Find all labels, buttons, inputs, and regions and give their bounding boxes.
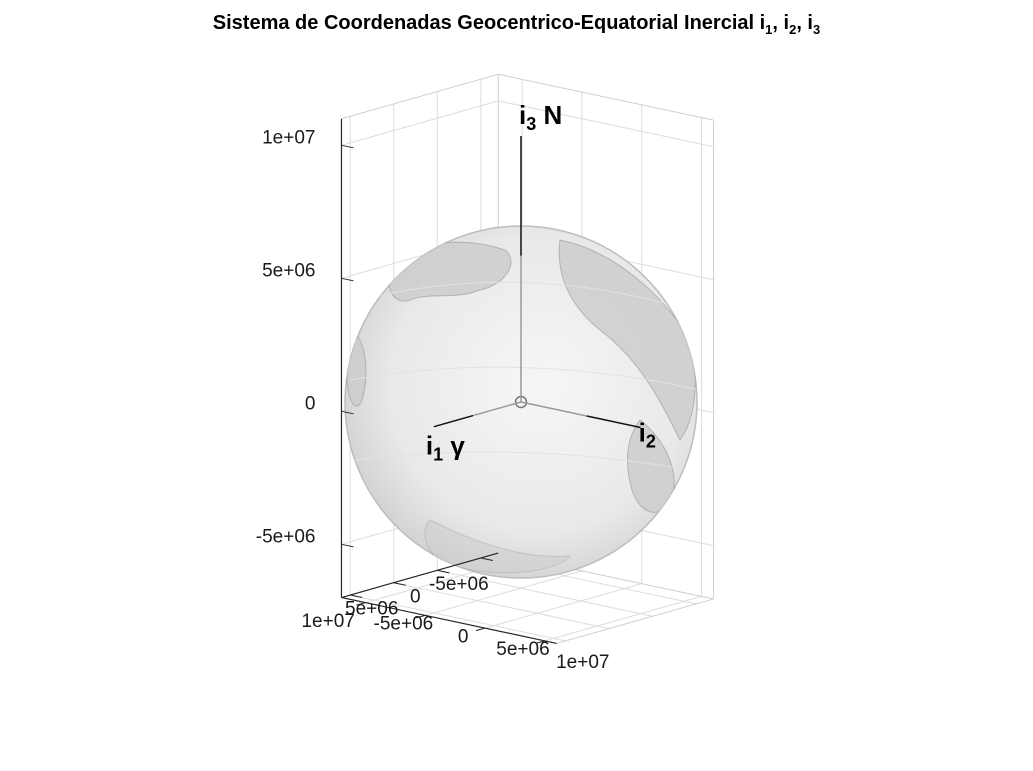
y-tick-label: 0 bbox=[458, 626, 469, 647]
i2-vector bbox=[586, 415, 641, 429]
x-tick-label: 5e+06 bbox=[345, 599, 398, 620]
z-tick-label: 5e+06 bbox=[262, 260, 315, 281]
x-tick-label: 0 bbox=[410, 586, 421, 607]
i2-vector bbox=[520, 401, 587, 417]
continent-shape bbox=[558, 239, 696, 441]
y-tick-mark bbox=[475, 627, 486, 632]
x-tick-mark bbox=[350, 594, 363, 599]
basis-vectors: i1 γ i2 i3 N bbox=[426, 100, 656, 465]
z-tick-mark bbox=[341, 410, 354, 415]
z-tick-label: 1e+07 bbox=[262, 127, 315, 148]
continent-shape bbox=[627, 419, 675, 513]
grid-line bbox=[437, 569, 653, 617]
x-tick-mark bbox=[480, 557, 493, 561]
grid-line bbox=[484, 583, 642, 629]
i1-label: i1 γ bbox=[426, 431, 465, 465]
y-axis-line bbox=[341, 596, 557, 645]
grid-line bbox=[498, 100, 714, 148]
y-tick-label: -5e+06 bbox=[374, 614, 434, 635]
i3-label: i3 N bbox=[519, 100, 562, 134]
i1-vector bbox=[433, 414, 474, 428]
x-tick-label: 1e+07 bbox=[301, 611, 354, 632]
chart-title: Sistema de Coordenadas Geocentrico-Equat… bbox=[212, 12, 821, 37]
continent-shape bbox=[424, 519, 572, 574]
z-tick-label: -5e+06 bbox=[256, 526, 316, 547]
grid-line bbox=[425, 570, 583, 616]
grid-line bbox=[393, 582, 610, 630]
y-tick-mark bbox=[356, 602, 366, 606]
i2-label: i2 bbox=[639, 418, 656, 452]
grid-line bbox=[341, 100, 499, 146]
z-tick-mark bbox=[341, 277, 354, 282]
grid-line bbox=[350, 594, 566, 642]
box-edge bbox=[341, 73, 499, 120]
box-edge bbox=[498, 73, 714, 121]
y-tick-mark bbox=[535, 640, 545, 644]
x-tick-mark bbox=[393, 582, 406, 586]
y-tick-label: 5e+06 bbox=[496, 639, 549, 660]
x-tick-label: -5e+06 bbox=[429, 574, 489, 595]
x-tick-mark bbox=[437, 569, 450, 574]
x-axis-line bbox=[341, 552, 499, 599]
z-tick-label: 0 bbox=[305, 393, 316, 414]
grid-line bbox=[544, 595, 702, 642]
y-tick-label: 1e+07 bbox=[556, 652, 609, 673]
axis-lines bbox=[340, 118, 557, 645]
z-tick-mark bbox=[341, 144, 354, 149]
y-tick-mark bbox=[416, 614, 426, 619]
box-edge bbox=[556, 598, 714, 644]
z-tick-mark bbox=[341, 543, 354, 548]
i1-vector bbox=[472, 401, 522, 417]
